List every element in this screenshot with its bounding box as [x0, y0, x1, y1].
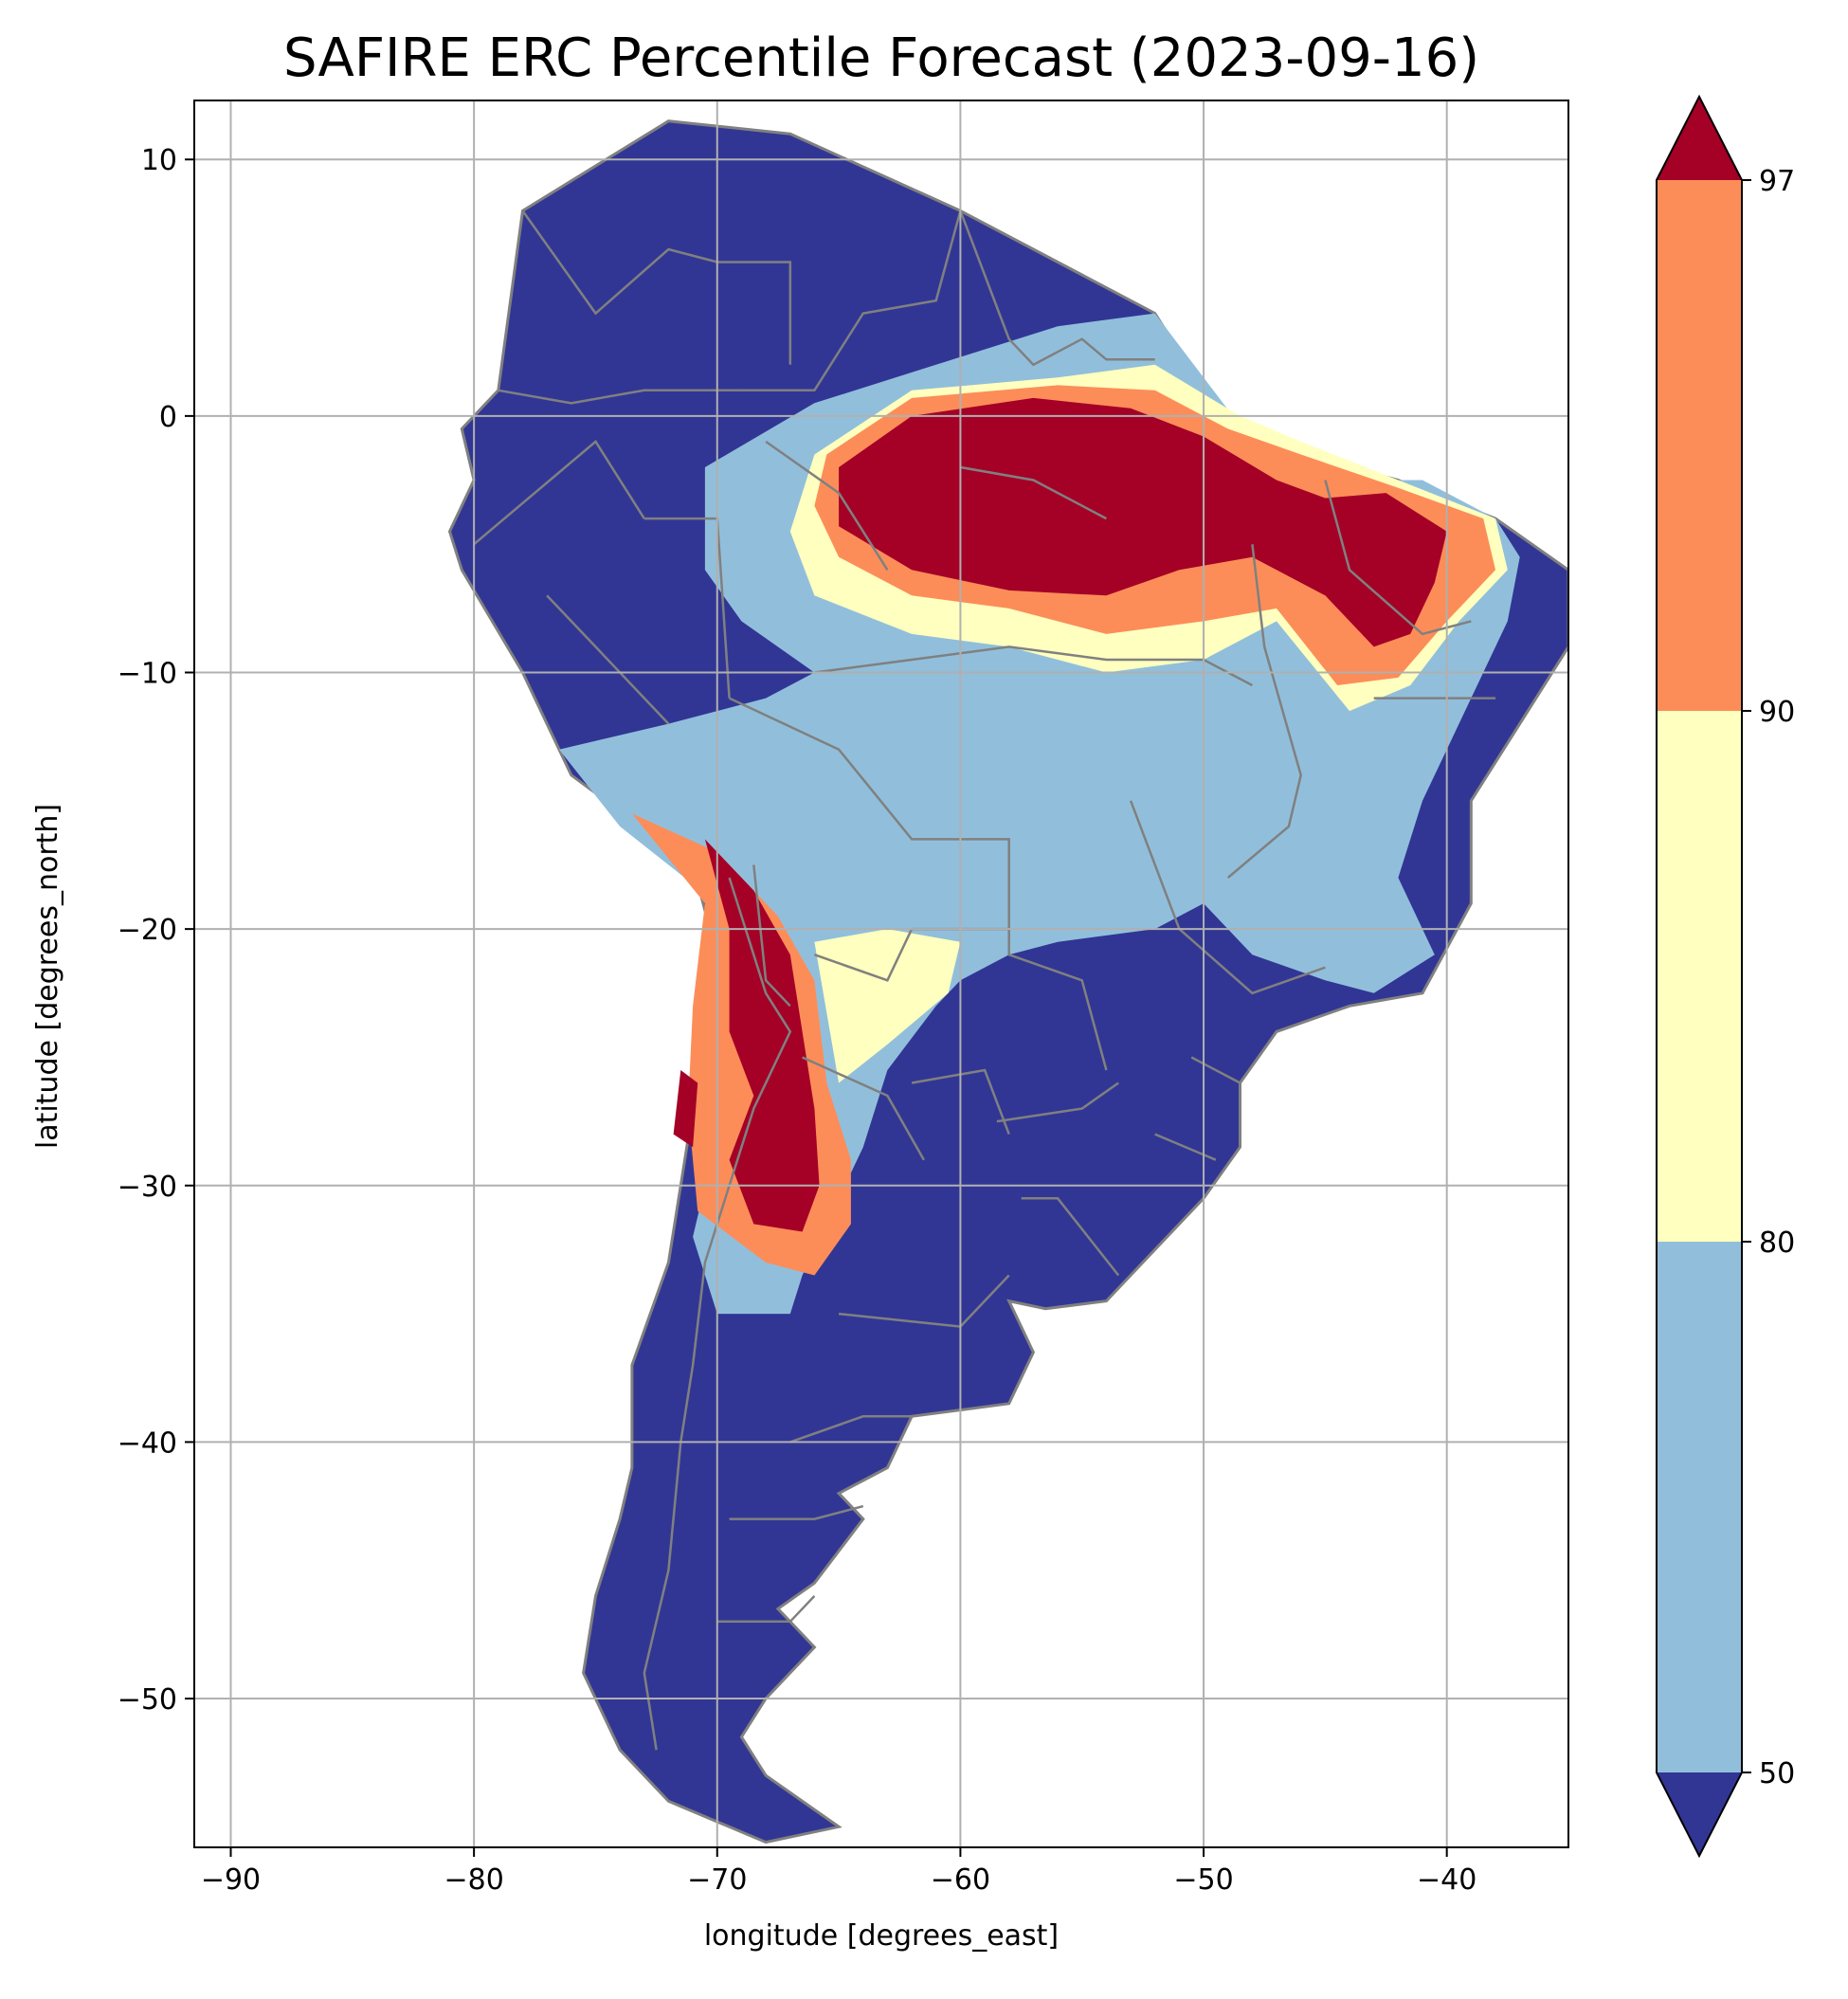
border-line: [1190, 1056, 1241, 1084]
border-line: [521, 209, 792, 365]
border-line: [752, 864, 791, 1008]
border-line: [498, 389, 742, 405]
border-line: [789, 1415, 913, 1444]
colorbar-tick-label: 97: [1759, 165, 1795, 198]
plot-frame: [193, 100, 1569, 1848]
border-line: [729, 1504, 864, 1520]
colorbar-segment: [1657, 180, 1742, 711]
colorbar-extend-bottom: [1657, 1772, 1742, 1856]
border-line: [911, 1068, 1010, 1136]
border-line: [546, 594, 670, 725]
colorbar: 50 80 90 97: [1656, 94, 1795, 1859]
border-line: [473, 440, 645, 546]
region-above-97: [704, 839, 820, 1232]
x-tick-label: −60: [931, 1863, 990, 1897]
border-line: [729, 697, 1108, 1071]
y-ticks: 10 0 −10 −20 −30 −40 −50: [118, 144, 194, 1717]
border-line: [1226, 544, 1302, 879]
y-tick-label: −30: [118, 1171, 177, 1204]
x-tick-label: −80: [444, 1863, 503, 1897]
colorbar-segment: [1657, 1242, 1742, 1772]
border-line: [959, 209, 1155, 367]
region-above-97: [673, 1070, 698, 1148]
border-line: [765, 440, 889, 571]
map-plot-area: −90 −80 −70 −60 −50 −40 10 0 −10 −20 −30 −40 −50: [118, 100, 1569, 1897]
colorbar-tick-label: 50: [1759, 1757, 1795, 1790]
grid-lines: [194, 100, 1568, 1847]
y-axis-label: latitude [degrees_north]: [31, 804, 64, 1149]
region-above-97: [839, 397, 1447, 647]
map-layer: [447, 119, 1568, 1845]
border-line: [716, 1594, 816, 1624]
border-line: [960, 465, 1107, 520]
y-tick-label: −50: [118, 1683, 177, 1717]
colorbar-segment: [1657, 711, 1742, 1242]
border-line: [741, 210, 962, 392]
border-line: [814, 645, 1253, 687]
y-tick-label: 10: [141, 144, 177, 177]
x-axis-label: longitude [degrees_east]: [704, 1919, 1059, 1953]
border-line: [643, 877, 792, 1751]
border-line: [1154, 1133, 1217, 1161]
chart-title: SAFIRE ERC Percentile Forecast (2023-09-…: [283, 27, 1479, 89]
border-line: [1021, 1197, 1120, 1277]
x-tick-label: −90: [201, 1863, 261, 1897]
x-tick-label: −70: [687, 1863, 747, 1897]
colorbar-extend-top: [1657, 97, 1742, 180]
x-ticks: −90 −80 −70 −60 −50 −40: [201, 1847, 1477, 1897]
y-tick-label: 0: [159, 401, 177, 434]
y-tick-label: −20: [118, 914, 177, 947]
border-line: [1129, 800, 1326, 995]
colorbar-tick-label: 90: [1759, 696, 1795, 729]
border-line: [802, 1056, 925, 1161]
x-tick-label: −40: [1417, 1863, 1477, 1897]
y-tick-label: −10: [118, 658, 177, 691]
border-line: [996, 1081, 1119, 1123]
colorbar-tick-label: 80: [1759, 1227, 1795, 1260]
x-tick-label: −50: [1173, 1863, 1233, 1897]
y-tick-label: −40: [118, 1427, 177, 1460]
